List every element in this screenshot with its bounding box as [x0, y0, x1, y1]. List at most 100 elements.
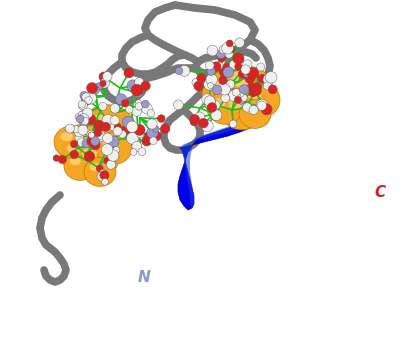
- Ellipse shape: [74, 140, 118, 180]
- Ellipse shape: [219, 68, 228, 77]
- Ellipse shape: [207, 67, 215, 76]
- Ellipse shape: [75, 114, 81, 120]
- Ellipse shape: [144, 131, 155, 142]
- Ellipse shape: [78, 101, 86, 108]
- Ellipse shape: [266, 72, 275, 80]
- Ellipse shape: [229, 60, 238, 69]
- Ellipse shape: [251, 86, 261, 96]
- Ellipse shape: [53, 155, 60, 162]
- Ellipse shape: [100, 169, 106, 176]
- Ellipse shape: [81, 110, 88, 117]
- Ellipse shape: [223, 94, 229, 101]
- Ellipse shape: [110, 116, 119, 125]
- Ellipse shape: [126, 132, 138, 144]
- Ellipse shape: [219, 84, 230, 95]
- Ellipse shape: [147, 110, 154, 117]
- Ellipse shape: [226, 40, 233, 47]
- Ellipse shape: [133, 88, 143, 98]
- Ellipse shape: [266, 71, 277, 83]
- Ellipse shape: [92, 86, 100, 94]
- Ellipse shape: [219, 76, 227, 84]
- Ellipse shape: [86, 83, 98, 93]
- Ellipse shape: [238, 70, 248, 79]
- Ellipse shape: [122, 116, 134, 128]
- Ellipse shape: [97, 172, 106, 181]
- Ellipse shape: [235, 38, 244, 48]
- Ellipse shape: [90, 115, 109, 129]
- Ellipse shape: [234, 96, 242, 103]
- Ellipse shape: [102, 133, 113, 143]
- Ellipse shape: [207, 45, 218, 56]
- Ellipse shape: [78, 125, 88, 135]
- Ellipse shape: [104, 157, 112, 165]
- Polygon shape: [180, 118, 256, 208]
- Ellipse shape: [228, 98, 243, 109]
- Ellipse shape: [124, 68, 134, 78]
- Ellipse shape: [70, 157, 81, 165]
- Ellipse shape: [95, 132, 103, 140]
- Ellipse shape: [233, 53, 244, 64]
- Ellipse shape: [107, 150, 119, 161]
- Ellipse shape: [70, 150, 78, 159]
- Ellipse shape: [215, 62, 223, 70]
- Ellipse shape: [100, 80, 106, 87]
- Ellipse shape: [218, 54, 226, 62]
- Ellipse shape: [179, 65, 190, 76]
- Ellipse shape: [223, 67, 234, 78]
- Ellipse shape: [132, 141, 142, 151]
- Ellipse shape: [77, 138, 86, 147]
- Ellipse shape: [127, 80, 139, 92]
- Ellipse shape: [78, 111, 84, 118]
- Ellipse shape: [132, 142, 141, 151]
- Ellipse shape: [111, 153, 119, 162]
- Ellipse shape: [211, 110, 222, 121]
- Ellipse shape: [82, 108, 93, 118]
- Ellipse shape: [58, 155, 66, 164]
- Ellipse shape: [99, 102, 107, 110]
- Ellipse shape: [65, 124, 74, 133]
- Ellipse shape: [85, 114, 96, 125]
- Ellipse shape: [121, 99, 129, 107]
- Ellipse shape: [240, 94, 247, 102]
- Ellipse shape: [94, 120, 104, 131]
- Ellipse shape: [194, 112, 205, 122]
- Ellipse shape: [101, 144, 113, 155]
- Ellipse shape: [213, 98, 226, 107]
- Ellipse shape: [113, 127, 122, 136]
- Ellipse shape: [249, 105, 258, 115]
- Ellipse shape: [237, 61, 246, 70]
- Ellipse shape: [126, 121, 138, 132]
- Ellipse shape: [208, 82, 214, 88]
- Ellipse shape: [190, 118, 198, 126]
- Ellipse shape: [208, 100, 215, 108]
- Ellipse shape: [263, 74, 274, 85]
- Ellipse shape: [82, 148, 97, 159]
- Text: N: N: [138, 270, 151, 285]
- Ellipse shape: [243, 60, 252, 69]
- Ellipse shape: [80, 105, 136, 155]
- Ellipse shape: [78, 101, 87, 110]
- Ellipse shape: [80, 122, 88, 129]
- Ellipse shape: [204, 78, 216, 90]
- Ellipse shape: [268, 85, 277, 94]
- Ellipse shape: [247, 83, 256, 92]
- Ellipse shape: [110, 123, 117, 131]
- Ellipse shape: [90, 137, 100, 146]
- Ellipse shape: [141, 81, 150, 91]
- Ellipse shape: [70, 140, 78, 148]
- Ellipse shape: [240, 84, 249, 94]
- Ellipse shape: [73, 126, 80, 133]
- Ellipse shape: [76, 115, 84, 123]
- Ellipse shape: [80, 91, 88, 100]
- Ellipse shape: [78, 114, 89, 124]
- Ellipse shape: [225, 50, 233, 58]
- Ellipse shape: [118, 97, 125, 105]
- Ellipse shape: [224, 66, 272, 110]
- Ellipse shape: [150, 137, 157, 144]
- Ellipse shape: [84, 151, 95, 162]
- Ellipse shape: [124, 119, 133, 127]
- Ellipse shape: [138, 148, 146, 155]
- Ellipse shape: [76, 129, 93, 141]
- Ellipse shape: [219, 45, 228, 54]
- Ellipse shape: [126, 106, 133, 113]
